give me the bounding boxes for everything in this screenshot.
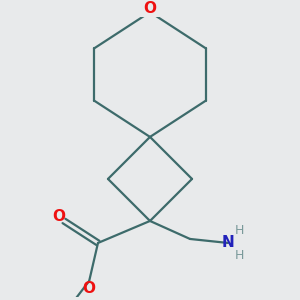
Text: O: O — [83, 281, 96, 296]
Text: O: O — [143, 2, 157, 16]
Text: N: N — [222, 235, 234, 250]
Text: H: H — [235, 249, 244, 262]
Text: H: H — [235, 224, 244, 237]
Text: O: O — [53, 209, 66, 224]
